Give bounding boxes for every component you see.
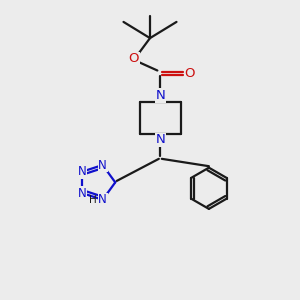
Text: N: N [155,133,165,146]
Text: O: O [129,52,139,65]
Text: N: N [78,165,87,178]
Text: O: O [184,67,195,80]
Text: N: N [98,158,107,172]
Text: N: N [98,193,107,206]
Text: H: H [89,195,97,205]
Text: N: N [155,89,165,102]
Text: N: N [78,187,87,200]
